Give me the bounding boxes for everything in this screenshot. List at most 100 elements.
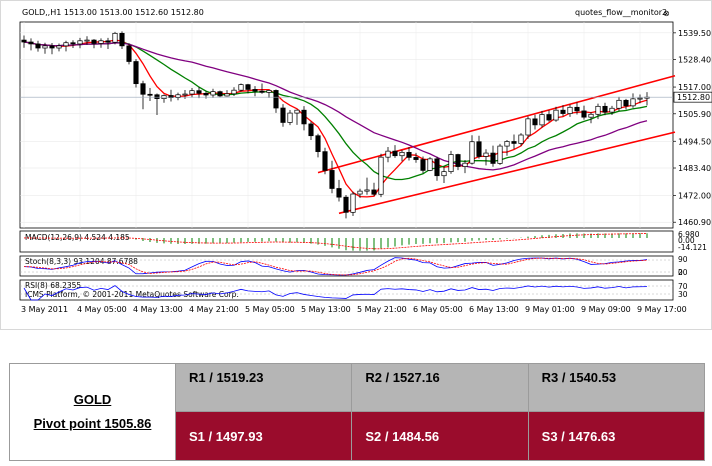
candle-body: [294, 109, 300, 114]
candle-body: [126, 45, 132, 62]
candle-body: [637, 97, 643, 100]
trend-line: [317, 74, 676, 174]
stoch-frame: [19, 255, 674, 277]
candle-body: [91, 39, 97, 44]
pivot-symbol: GOLD: [73, 392, 112, 407]
candle-body: [133, 61, 139, 85]
macd-frame: [19, 230, 674, 253]
candle-body: [532, 118, 538, 126]
candle-body: [553, 109, 559, 121]
price-tick-label: 1483.40: [678, 164, 711, 173]
r1-cell: R1 / 1519.23: [174, 363, 353, 412]
time-tick-label: 4 May 21:00: [189, 305, 239, 314]
candle-body: [364, 189, 370, 192]
time-tick-label: 5 May 13:00: [301, 305, 351, 314]
time-tick-label: 4 May 05:00: [77, 305, 127, 314]
time-tick-label: 4 May 13:00: [133, 305, 183, 314]
candle-body: [266, 90, 272, 93]
rsi-label: RSI(8) 68.2355: [25, 281, 81, 290]
rsi-tick-label: 30: [678, 290, 688, 299]
candle-body: [105, 40, 111, 43]
candle-body: [616, 99, 622, 109]
candle-body: [455, 154, 461, 167]
time-tick-label: 9 May 09:00: [581, 305, 631, 314]
price-tick-label: 1528.40: [678, 56, 711, 65]
candle-body: [252, 89, 258, 92]
candle-body: [21, 39, 27, 43]
candle-body: [399, 151, 405, 157]
candle-body: [630, 98, 636, 107]
trend-line: [338, 131, 676, 215]
candle-body: [385, 150, 391, 158]
rsi-pane: RSI(8) 68.2355 ICMS Platform, © 2001-201…: [19, 279, 688, 301]
time-tick-label: 5 May 21:00: [357, 305, 407, 314]
current-price-box: [673, 91, 712, 103]
candle-body: [490, 152, 496, 164]
s3-cell: S3 / 1476.63: [527, 411, 706, 461]
candle-body: [504, 141, 510, 147]
pivot-point: Pivot point 1505.86: [33, 416, 152, 431]
candle-body: [567, 106, 573, 114]
price-tick-label: 1505.90: [678, 110, 711, 119]
candle-body: [308, 123, 314, 137]
candle-body: [476, 141, 482, 157]
candle-body: [231, 89, 237, 95]
candle-body: [525, 118, 531, 136]
moving-averages: [23, 39, 648, 198]
candle-body: [462, 162, 468, 167]
candle-body: [168, 95, 174, 99]
candle-body: [378, 156, 384, 195]
candle-body: [42, 45, 48, 49]
candle-body: [602, 105, 608, 113]
candle-body: [112, 32, 118, 43]
candle-body: [280, 107, 286, 123]
time-tick-label: 9 May 17:00: [637, 305, 687, 314]
candle-body: [224, 93, 230, 97]
candle-body: [539, 114, 545, 126]
main-frame: [19, 21, 674, 229]
time-tick-label: 9 May 01:00: [525, 305, 575, 314]
candle-body: [56, 45, 62, 49]
macd-pane: MACD(12,26,9) 4.524 4.185 6.9800.00-14.1…: [19, 230, 707, 253]
candle-body: [581, 110, 587, 118]
price-chart[interactable]: GOLD,,H1 1513.00 1513.00 1512.60 1512.80…: [0, 0, 712, 330]
candle-body: [140, 83, 146, 95]
candle-body: [518, 134, 524, 144]
macd-tick-label: -14.121: [678, 243, 707, 252]
symbol-header: GOLD,,H1 1513.00 1513.00 1512.60 1512.80: [22, 8, 204, 17]
candle-body: [560, 109, 566, 114]
macd-tick-label: 0.00: [678, 236, 695, 245]
candle-body: [63, 42, 69, 47]
price-tick-label: 1460.90: [678, 218, 711, 227]
ma-slow-line: [23, 41, 648, 171]
candle-body: [238, 84, 244, 91]
candle-body: [77, 40, 83, 45]
candle-body: [434, 158, 440, 177]
macd-label: MACD(12,26,9) 4.524 4.185: [25, 233, 130, 242]
candle-body: [245, 84, 251, 90]
time-tick-label: 5 May 05:00: [245, 305, 295, 314]
price-tick-label: 1517.00: [678, 83, 711, 92]
candle-body: [406, 151, 412, 158]
stoch-label: Stoch(8,3,3) 93.1204 87.6788: [25, 257, 138, 266]
rsi-line: [23, 285, 648, 301]
pivot-table: GOLD Pivot point 1505.86 R1 / 1519.23 R2…: [9, 363, 706, 461]
candle-body: [336, 188, 342, 198]
candle-body: [189, 90, 195, 95]
candle-body: [623, 99, 629, 107]
time-tick-label: 6 May 05:00: [413, 305, 463, 314]
candle-body: [609, 107, 615, 113]
candle-body: [574, 106, 580, 112]
price-tick-label: 1539.50: [678, 29, 711, 38]
candle-body: [427, 158, 433, 171]
candle-body: [49, 45, 55, 49]
candle-body: [84, 39, 90, 42]
candle-body: [273, 90, 279, 109]
candle-body: [343, 196, 349, 213]
stoch-tick-label: 0: [678, 268, 683, 277]
current-price-marker: 1512.80: [20, 91, 712, 103]
candle-body: [392, 150, 398, 157]
candle-body: [301, 109, 307, 125]
close-icon[interactable]: ⊗: [663, 9, 670, 18]
candle-body: [357, 190, 363, 195]
